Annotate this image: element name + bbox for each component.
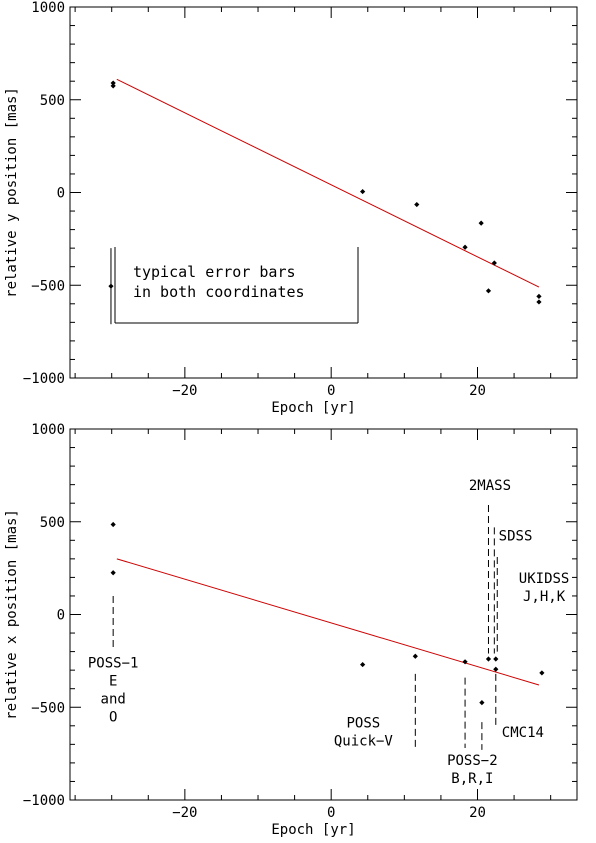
annotation-label: O <box>109 709 117 725</box>
annotation-label: POSS−1 <box>88 655 139 671</box>
x-axis-label: Epoch [yr] <box>271 822 355 838</box>
x-axis-label: Epoch [yr] <box>271 400 355 416</box>
y-tick-label: −500 <box>31 700 65 716</box>
y-tick-label: −500 <box>31 278 65 294</box>
annotation-label: Quick−V <box>334 734 394 750</box>
y-tick-label: 0 <box>57 608 65 624</box>
data-point <box>479 700 485 706</box>
annotation-label: SDSS <box>499 528 533 544</box>
data-point <box>485 288 492 294</box>
data-point <box>491 260 497 266</box>
annotation-label: B,R,I <box>451 771 493 787</box>
data-point <box>110 80 116 86</box>
x-tick-label: 0 <box>327 383 335 399</box>
fit-line <box>116 78 540 288</box>
y-tick-label: −1000 <box>23 793 65 809</box>
data-point <box>110 521 116 528</box>
panel-x-position: −20 0 20 −1000 −500 0 500 1000 Epoch [yr] relativ… <box>4 422 578 838</box>
legend-text: typical error bars <box>133 263 296 281</box>
y-tick-label: 1000 <box>31 0 65 16</box>
y-tick-label: 1000 <box>31 422 65 438</box>
data-point <box>360 661 366 668</box>
x-tick-label: 0 <box>327 805 335 821</box>
y-tick-label: 500 <box>40 515 65 531</box>
data-point <box>493 666 499 672</box>
y-tick-label: 500 <box>40 93 65 109</box>
data-point <box>539 670 545 676</box>
annotation-label: J,H,K <box>523 589 566 605</box>
data-point <box>414 201 420 208</box>
x-tick-label: 20 <box>469 383 486 399</box>
y-axis-label: relative x position [mas] <box>4 509 20 720</box>
data-point <box>462 244 468 250</box>
y-tick-label: 0 <box>57 186 65 202</box>
data-point <box>485 656 492 662</box>
x-tick-label: 20 <box>469 805 486 821</box>
y-axis-label: relative y position [mas] <box>4 87 20 298</box>
annotation-label: UKIDSS <box>519 571 570 587</box>
annotation-label: POSS−2 <box>447 753 498 769</box>
panel-y-position: −20 0 20 −1000 −500 0 500 1000 Epoch [yr] relativ… <box>4 0 578 416</box>
annotation-label: E <box>109 673 117 689</box>
legend-text: in both coordinates <box>133 283 305 301</box>
data-point <box>462 659 468 665</box>
annotation-label: 2MASS <box>469 478 511 494</box>
data-point <box>110 83 116 89</box>
annotation-label: and <box>101 691 126 707</box>
annotation-label: POSS <box>347 716 381 732</box>
data-point <box>478 220 484 226</box>
data-point <box>110 570 116 576</box>
data-point <box>360 188 366 195</box>
data-point <box>412 653 418 659</box>
x-tick-label: −20 <box>172 805 197 821</box>
plot-frame <box>69 6 578 379</box>
fit-line <box>116 558 540 686</box>
y-tick-label: −1000 <box>23 371 65 387</box>
legend-marker <box>108 283 114 289</box>
data-point <box>493 656 499 662</box>
data-point <box>536 293 542 299</box>
x-tick-label: −20 <box>172 383 197 399</box>
annotation-label: CMC14 <box>502 725 544 741</box>
data-point <box>536 299 542 305</box>
